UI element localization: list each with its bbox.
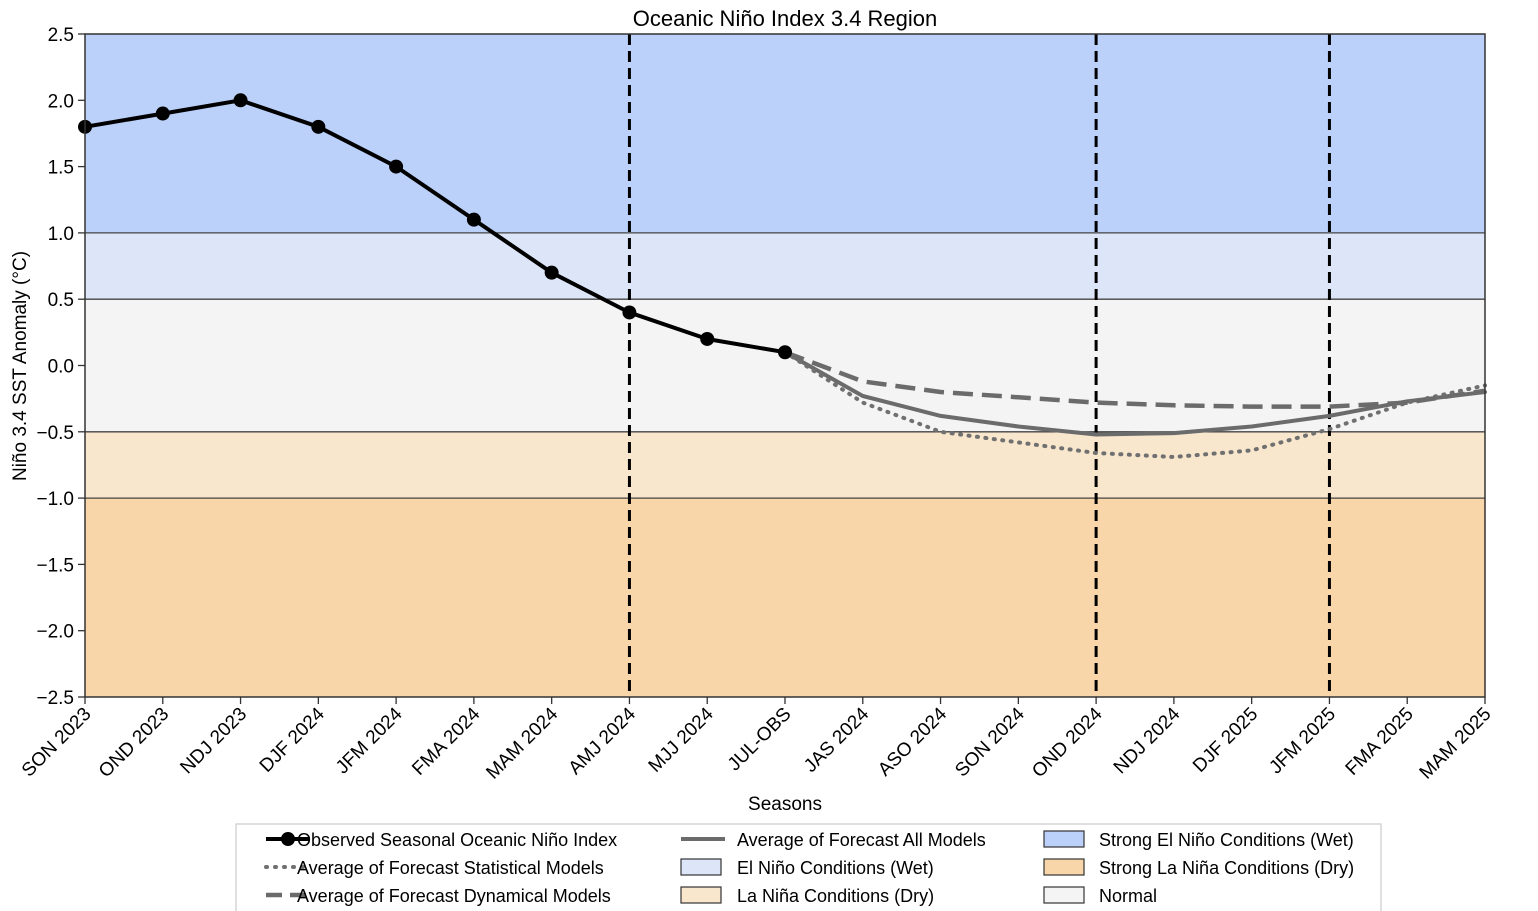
x-tick-label: MJJ 2024 — [645, 703, 718, 776]
x-tick-label: MAM 2025 — [1416, 704, 1496, 784]
band-3 — [85, 431, 1485, 499]
x-tick-label: JFM 2025 — [1265, 704, 1340, 779]
band-2 — [85, 299, 1485, 432]
x-tick-label: FMA 2025 — [1342, 704, 1418, 780]
legend-label: La Niña Conditions (Dry) — [737, 886, 934, 906]
legend-item: Average of Forecast Dynamical Models — [266, 886, 611, 906]
x-tick-label: SON 2024 — [951, 703, 1029, 781]
x-axis-label: Seasons — [748, 794, 822, 815]
data-point — [700, 331, 715, 346]
x-tick-label: NDJ 2023 — [176, 704, 251, 779]
legend-label: Normal — [1099, 886, 1157, 906]
x-tick-label: NDJ 2024 — [1110, 703, 1185, 778]
data-point — [389, 159, 404, 174]
vertical-markers — [627, 34, 1331, 697]
series-group — [78, 93, 1487, 459]
data-point — [233, 93, 248, 108]
legend-swatch — [680, 886, 722, 904]
x-tick-label: SON 2023 — [18, 704, 96, 782]
x-tick-label: DJF 2024 — [256, 703, 329, 776]
legend-item: Observed Seasonal Oceanic Niño Index — [266, 830, 617, 850]
y-tick-label: −2.5 — [36, 688, 74, 709]
y-tick-label: 0.5 — [48, 290, 74, 311]
y-tick-label: 2.0 — [48, 91, 74, 112]
series-line-1 — [783, 350, 1487, 437]
x-tick-label: ASO 2024 — [874, 703, 951, 780]
x-tick-label: OND 2024 — [1028, 703, 1107, 782]
y-tick-label: 0.0 — [48, 357, 74, 378]
y-tick-label: 2.5 — [48, 25, 74, 46]
band-0 — [85, 34, 1485, 233]
band-boundaries — [85, 232, 1485, 499]
legend-label: Strong La Niña Conditions (Dry) — [1099, 858, 1354, 878]
legend-item: Strong El Niño Conditions (Wet) — [1043, 830, 1354, 850]
y-tick-label: 1.0 — [48, 224, 74, 245]
y-tick-label: −0.5 — [36, 423, 74, 444]
x-tick-label: MAM 2024 — [482, 703, 562, 783]
x-tick-label: JFM 2024 — [332, 703, 407, 778]
legend-item: El Niño Conditions (Wet) — [680, 858, 934, 878]
x-tick-label: JAS 2024 — [800, 703, 873, 776]
y-tick-label: 1.5 — [48, 158, 74, 179]
legend-label: El Niño Conditions (Wet) — [737, 858, 934, 878]
x-tick-label: FMA 2024 — [408, 703, 484, 779]
legend-label: Average of Forecast Dynamical Models — [297, 886, 611, 906]
y-tick-label: −1.5 — [36, 555, 74, 576]
chart-title: Oceanic Niño Index 3.4 Region — [633, 6, 938, 31]
x-tick-label: DJF 2025 — [1189, 704, 1262, 777]
band-4 — [85, 498, 1485, 697]
legend-label: Observed Seasonal Oceanic Niño Index — [297, 830, 617, 850]
data-point — [778, 345, 792, 360]
y-axis: 2.5 2.0 1.5 1.0 0.5 0.0 −0.5 −1.0 −1.5 −2.0 −2.5 — [36, 25, 85, 709]
legend-swatch — [680, 858, 722, 876]
y-tick-label: −1.0 — [36, 489, 74, 510]
x-tick-label: AMJ 2024 — [565, 703, 641, 779]
legend: Observed Seasonal Oceanic Niño Index Aver… — [235, 823, 1382, 911]
condition-bands — [85, 34, 1485, 697]
legend-item: Strong La Niña Conditions (Dry) — [1043, 858, 1354, 878]
x-tick-label: OND 2023 — [95, 704, 173, 782]
data-point — [544, 265, 559, 280]
legend-marker — [281, 832, 295, 846]
data-point — [311, 119, 326, 134]
series-line-0 — [83, 98, 787, 355]
legend-item: Average of Forecast All Models — [681, 830, 986, 850]
data-point — [155, 106, 170, 121]
legend-label: Average of Forecast Statistical Models — [297, 858, 604, 878]
legend-item: Normal — [1043, 886, 1157, 906]
data-point — [622, 305, 637, 320]
legend-swatch — [1043, 886, 1085, 904]
y-axis-label: Niño 3.4 SST Anomaly (°C) — [10, 251, 31, 481]
legend-item: La Niña Conditions (Dry) — [680, 886, 934, 906]
legend-box — [235, 823, 1382, 911]
legend-label: Strong El Niño Conditions (Wet) — [1099, 830, 1354, 850]
band-1 — [85, 232, 1485, 300]
series-line-3 — [784, 350, 1486, 409]
legend-swatch — [1043, 858, 1085, 876]
series-line-2 — [783, 350, 1487, 459]
y-tick-label: −2.0 — [36, 622, 74, 643]
x-axis: SON 2023 OND 2023 NDJ 2023 DJF 2024 JFM 2024… — [18, 697, 1496, 784]
legend-item: Average of Forecast Statistical Models — [264, 858, 604, 878]
legend-swatch — [1043, 830, 1085, 848]
legend-label: Average of Forecast All Models — [737, 830, 986, 850]
x-tick-label: JUL-OBS — [724, 704, 796, 776]
data-point — [466, 212, 481, 227]
